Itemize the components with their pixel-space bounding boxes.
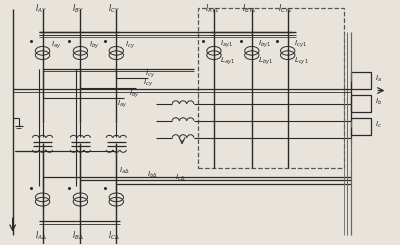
Text: $I_{ay}$: $I_{ay}$ — [117, 99, 128, 110]
Text: $I_{A\Delta}$: $I_{A\Delta}$ — [34, 229, 46, 242]
Text: $I_{AY1}$: $I_{AY1}$ — [205, 3, 219, 15]
Text: $I_{c\Delta}$: $I_{c\Delta}$ — [175, 173, 185, 183]
Text: $I_{b}$: $I_{b}$ — [375, 97, 382, 107]
Text: $I_{cy}$: $I_{cy}$ — [143, 77, 153, 89]
Text: $I_{BY}$: $I_{BY}$ — [72, 3, 84, 15]
Text: $I_{a}$: $I_{a}$ — [375, 74, 382, 84]
Text: $I_{cy}$: $I_{cy}$ — [145, 69, 155, 80]
Text: $I_{CY1}$: $I_{CY1}$ — [278, 3, 293, 15]
Text: $I_{by}$: $I_{by}$ — [89, 40, 100, 51]
Text: $I_{C\Delta}$: $I_{C\Delta}$ — [108, 229, 120, 242]
Text: $L_{by1}$: $L_{by1}$ — [258, 55, 274, 67]
Bar — [352, 72, 372, 89]
Text: $I_{B\Delta}$: $I_{B\Delta}$ — [72, 229, 84, 242]
Bar — [352, 95, 372, 112]
Text: $I_{cy1}$: $I_{cy1}$ — [294, 38, 307, 50]
Text: $I_{BY1}$: $I_{BY1}$ — [242, 3, 257, 15]
Text: $I_{by}$: $I_{by}$ — [129, 88, 140, 99]
Bar — [352, 118, 372, 135]
Text: $I_{AY}$: $I_{AY}$ — [34, 3, 46, 15]
Text: $I_{a\Delta}$: $I_{a\Delta}$ — [119, 166, 130, 176]
Text: $I_{c}$: $I_{c}$ — [375, 120, 382, 130]
Text: $L_{ay1}$: $L_{ay1}$ — [220, 55, 236, 67]
Text: $\cdot$: $\cdot$ — [196, 93, 200, 101]
Text: $I_{by1}$: $I_{by1}$ — [258, 38, 272, 50]
Text: $I_{ay}$: $I_{ay}$ — [51, 40, 62, 51]
Text: $\cdot$: $\cdot$ — [196, 110, 200, 118]
Bar — [198, 8, 344, 168]
Text: $I_{cy}$: $I_{cy}$ — [125, 40, 135, 51]
Text: $I_{b\Delta}$: $I_{b\Delta}$ — [147, 170, 158, 180]
Text: $I_{CY}$: $I_{CY}$ — [108, 3, 120, 15]
Text: $L_{cy1}$: $L_{cy1}$ — [294, 55, 309, 67]
Text: $I_{ay1}$: $I_{ay1}$ — [220, 38, 234, 50]
